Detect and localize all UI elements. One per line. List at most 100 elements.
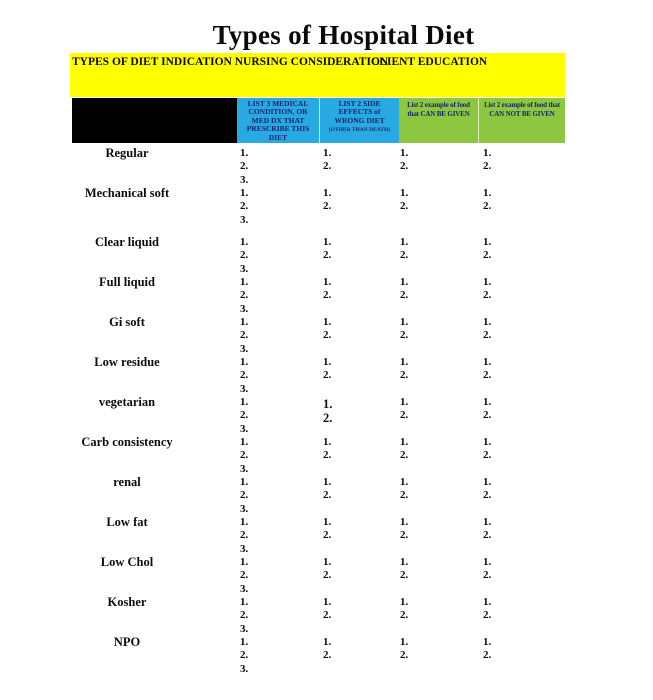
list-number: 3. xyxy=(240,662,249,675)
list-number: 1. xyxy=(323,187,332,199)
list-number: 3. xyxy=(240,213,249,226)
cannot-be-given-numbered-list: 1. 2. xyxy=(483,276,491,303)
diet-name-label: vegetarian xyxy=(98,395,156,409)
list-number: 2. xyxy=(323,609,332,622)
list-number: 3. xyxy=(240,382,249,395)
list-number: 1. xyxy=(483,356,492,368)
list-number: 1. xyxy=(483,276,492,288)
table-row: Gi soft 1. 2. 3. 1. 2. 1. 2. 1. 2. xyxy=(0,316,653,356)
list-number: 2. xyxy=(483,609,492,622)
medical-condition-numbered-list: 1. 2. 3. xyxy=(240,436,248,476)
table-row: Carb consistency 1. 2. 3. 1. 2. 1. 2. 1. 2. xyxy=(0,436,653,476)
list-number: 3. xyxy=(240,622,249,635)
side-effects-numbered-list: 1. 2. xyxy=(323,276,331,303)
can-be-given-numbered-list: 1. 2. xyxy=(400,147,408,174)
list-number: 1. xyxy=(240,236,249,248)
side-effects-numbered-list: 1. 2. xyxy=(323,147,331,174)
diet-name-label: Low fat xyxy=(106,515,148,529)
cannot-be-given-numbered-list: 1. 2. xyxy=(483,316,491,343)
list-number: 1. xyxy=(240,636,249,648)
food-cannot-be-given-label: List 2 example of food that CAN NOT BE G… xyxy=(484,101,560,118)
list-number: 2. xyxy=(240,609,249,622)
list-number: 1. xyxy=(240,436,249,448)
list-number: 1. xyxy=(400,436,409,448)
list-number: 1. xyxy=(323,636,332,648)
table-row: Low fat 1. 2. 3. 1. 2. 1. 2. 1. 2. xyxy=(0,516,653,556)
cannot-be-given-numbered-list: 1. 2. xyxy=(483,356,491,383)
list-number: 1. xyxy=(240,276,249,288)
table-row: Low residue 1. 2. 3. 1. 2. 1. 2. 1. 2. xyxy=(0,356,653,396)
medical-condition-numbered-list: 1. 2. 3. xyxy=(240,596,248,636)
can-be-given-numbered-list: 1. 2. xyxy=(400,476,408,503)
list-number: 1. xyxy=(483,636,492,648)
list-number: 1. xyxy=(400,147,409,159)
list-number: 1. xyxy=(240,556,249,568)
side-effects-numbered-list: 1. 2. xyxy=(323,556,331,583)
medical-condition-numbered-list: 1. 2. 3. xyxy=(240,636,248,676)
list-number: 1. xyxy=(400,187,409,199)
list-number: 2. xyxy=(240,449,249,462)
list-number: 1. xyxy=(483,236,492,248)
list-number: 2. xyxy=(240,529,249,542)
list-number: 2. xyxy=(323,369,332,382)
diet-name-label: Carb consistency xyxy=(81,435,173,449)
list-number: 2. xyxy=(400,200,409,213)
list-number: 2. xyxy=(483,409,492,422)
list-number: 2. xyxy=(483,649,492,662)
list-number: 1. xyxy=(240,516,249,528)
category-header-band: TYPES OF DIET INDICATION NURSING CONSIDE… xyxy=(70,53,565,97)
cannot-be-given-numbered-list: 1. 2. xyxy=(483,147,491,174)
medical-condition-numbered-list: 1. 2. 3. xyxy=(240,396,248,436)
list-number: 2. xyxy=(323,569,332,582)
table-row: Kosher 1. 2. 3. 1. 2. 1. 2. 1. 2. xyxy=(0,596,653,636)
list-number: 1. xyxy=(483,187,492,199)
list-number: 2. xyxy=(240,409,249,422)
can-be-given-numbered-list: 1. 2. xyxy=(400,396,408,423)
cannot-be-given-numbered-list: 1. 2. xyxy=(483,636,491,663)
list-number: 1. xyxy=(400,596,409,608)
table-row: Clear liquid 1. 2. 3. 1. 2. 1. 2. 1. 2. xyxy=(0,236,653,276)
diet-name-label: Regular xyxy=(105,146,149,160)
medical-condition-numbered-list: 1. 2. 3. xyxy=(240,187,248,227)
list-number: 3. xyxy=(240,173,249,186)
list-number: 2. xyxy=(400,569,409,582)
list-number: 2. xyxy=(483,249,492,262)
list-number: 1. xyxy=(483,396,492,408)
side-effects-header-cell: LIST 2 SIDE EFFECTS of WRONG DIET (OTHER… xyxy=(319,98,399,143)
list-number: 2. xyxy=(240,200,249,213)
category-header-right-label: CLIENT EDUCATION xyxy=(371,56,488,68)
list-number: 2. xyxy=(323,529,332,542)
list-number: 2. xyxy=(483,529,492,542)
food-can-be-given-header-cell: List 2 example of food that CAN BE GIVEN xyxy=(399,98,478,143)
can-be-given-numbered-list: 1. 2. xyxy=(400,356,408,383)
table-row: renal 1. 2. 3. 1. 2. 1. 2. 1. 2. xyxy=(0,476,653,516)
list-number: 1. xyxy=(483,476,492,488)
cannot-be-given-numbered-list: 1. 2. xyxy=(483,556,491,583)
list-number: 1. xyxy=(240,147,249,159)
list-number: 1. xyxy=(240,187,249,199)
side-effects-label: LIST 2 SIDE EFFECTS of WRONG DIET xyxy=(334,99,385,125)
list-number: 1. xyxy=(240,356,249,368)
list-number: 2. xyxy=(483,289,492,302)
list-number: 2. xyxy=(400,609,409,622)
list-number: 2. xyxy=(400,489,409,502)
can-be-given-numbered-list: 1. 2. xyxy=(400,436,408,463)
list-number: 1. xyxy=(323,596,332,608)
medical-condition-numbered-list: 1. 2. 3. xyxy=(240,316,248,356)
list-number: 3. xyxy=(240,542,249,555)
list-number: 2. xyxy=(483,329,492,342)
diet-name-label: Clear liquid xyxy=(94,235,160,249)
side-effects-numbered-list: 1. 2. xyxy=(323,636,331,663)
list-number: 1. xyxy=(323,516,332,528)
can-be-given-numbered-list: 1. 2. xyxy=(400,596,408,623)
side-effects-numbered-list: 1. 2. xyxy=(323,436,331,463)
diet-name-label: Gi soft xyxy=(109,315,145,329)
list-number: 3. xyxy=(240,502,249,515)
diet-name-label: renal xyxy=(113,475,141,489)
list-number: 1. xyxy=(323,436,332,448)
list-number: 1. xyxy=(240,316,249,328)
side-effects-numbered-list: 1. 2. xyxy=(323,316,331,343)
list-number: 3. xyxy=(240,422,249,435)
food-cannot-be-given-header-cell: List 2 example of food that CAN NOT BE G… xyxy=(478,98,565,143)
cannot-be-given-numbered-list: 1. 2. xyxy=(483,516,491,543)
